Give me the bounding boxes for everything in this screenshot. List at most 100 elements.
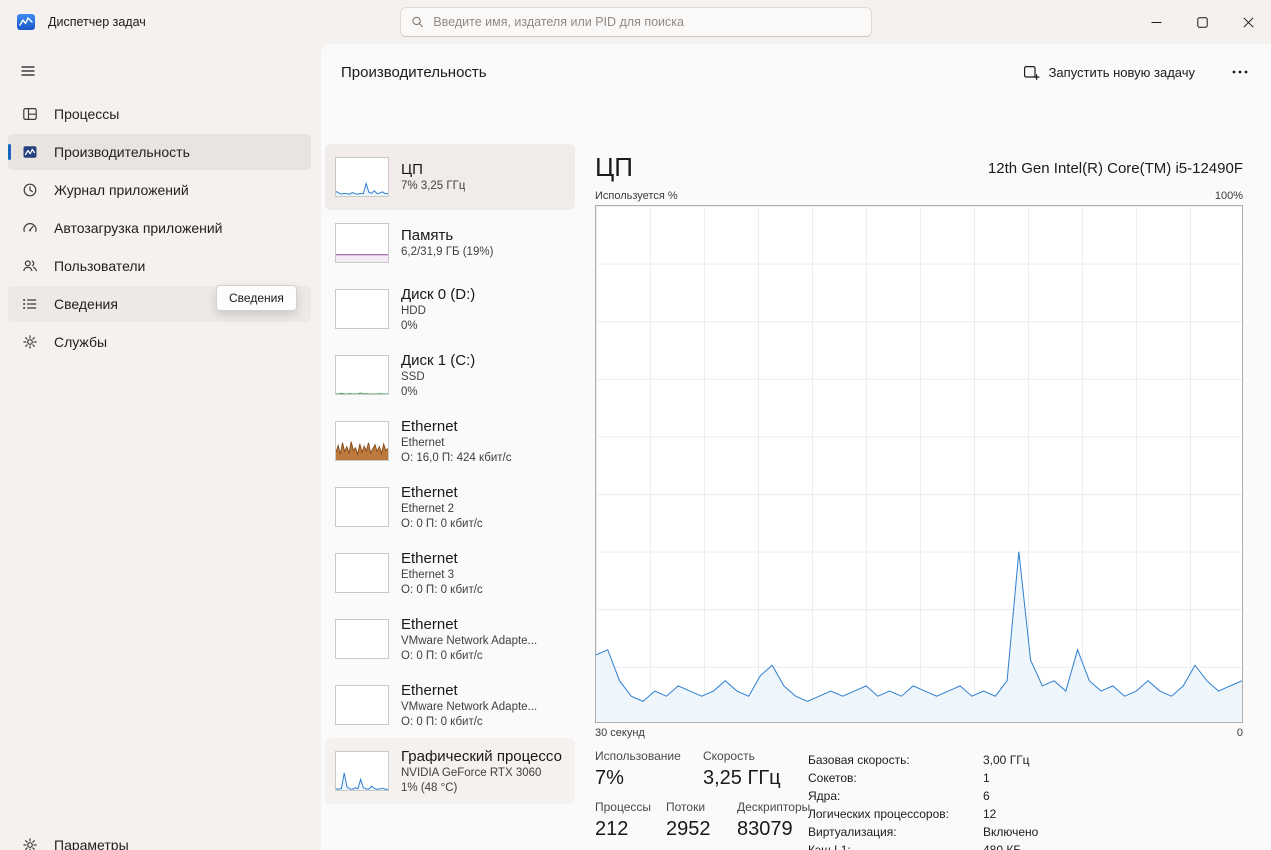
- spec-row: Кэш L1: 480 КБ: [808, 843, 1022, 850]
- detail-title: ЦП: [595, 152, 633, 182]
- search-icon: [412, 16, 423, 28]
- run-new-task-label: Запустить новую задачу: [1048, 64, 1195, 80]
- stat-speed: Скорость 3,25 ГГц: [703, 749, 781, 789]
- cpu-usage-chart: [595, 205, 1243, 723]
- perf-item-subtitle2: О: 16,0 П: 424 кбит/с: [401, 451, 512, 464]
- cpu-stats: Использование 7% Скорость 3,25 ГГц Проце…: [595, 749, 1243, 850]
- perf-item-subtitle2: О: 0 П: 0 кбит/с: [401, 583, 483, 596]
- perf-item-subtitle: VMware Network Adapte...: [401, 634, 538, 647]
- app-title: Диспетчер задач: [48, 15, 146, 29]
- users-icon: [23, 260, 37, 272]
- sidebar-item-label: Журнал приложений: [54, 182, 189, 198]
- perf-item-disk1[interactable]: Диск 1 (C:) SSD 0%: [325, 342, 575, 408]
- sidebar-item-settings[interactable]: Параметры: [8, 827, 311, 850]
- nav-menu-toggle-button[interactable]: [8, 53, 48, 89]
- sidebar-item-startup-apps[interactable]: Автозагрузка приложений: [8, 210, 311, 246]
- performance-list: ЦП 7% 3,25 ГГц Память 6,2/31,9 ГБ (19%): [325, 144, 575, 850]
- perf-item-subtitle2: 1% (48 °C): [401, 781, 458, 794]
- window-controls: [1133, 0, 1271, 44]
- more-options-button[interactable]: [1225, 57, 1255, 87]
- stat-threads: Потоки 2952: [666, 800, 711, 840]
- stat-handles: Дескрипторы 83079: [737, 800, 811, 840]
- perf-item-title: Память: [401, 227, 454, 244]
- titlebar: Диспетчер задач: [0, 0, 1271, 44]
- task-manager-app-icon: [17, 14, 35, 30]
- perf-item-subtitle: NVIDIA GeForce RTX 3060: [401, 766, 542, 779]
- spec-row: Базовая скорость: 3,00 ГГц: [808, 753, 1030, 767]
- hamburger-icon: [21, 66, 35, 76]
- perf-item-subtitle2: О: 0 П: 0 кбит/с: [401, 715, 483, 728]
- sidebar-item-label: Параметры: [54, 837, 129, 850]
- sidebar-item-label: Службы: [54, 334, 108, 350]
- perf-item-disk0[interactable]: Диск 0 (D:) HDD 0%: [325, 276, 575, 342]
- ethernet3-mini-chart: [335, 553, 389, 593]
- sidebar-item-label: Производительность: [54, 144, 190, 160]
- search-input[interactable]: [433, 15, 861, 29]
- sidebar-item-services[interactable]: Службы: [8, 324, 311, 360]
- startup-apps-icon: [23, 223, 37, 233]
- perf-item-vmware-2[interactable]: Ethernet VMware Network Adapte... О: 0 П…: [325, 672, 575, 738]
- perf-item-subtitle: Ethernet: [401, 436, 445, 449]
- close-icon: [1242, 16, 1254, 28]
- sidebar-item-processes[interactable]: Процессы: [8, 96, 311, 132]
- settings-gear-icon: [23, 838, 37, 850]
- chart-y-axis-label: Используется %: [595, 190, 678, 202]
- perf-item-gpu[interactable]: Графический процессо NVIDIA GeForce RTX …: [325, 738, 575, 804]
- perf-item-title: Графический процессо: [401, 747, 562, 765]
- minimize-icon: [1151, 21, 1161, 23]
- memory-mini-chart: [335, 223, 389, 263]
- main-header: Производительность Запустить новую задач…: [321, 44, 1271, 100]
- perf-item-subtitle: 6,2/31,9 ГБ (19%): [401, 246, 494, 258]
- disk1-mini-chart: [335, 355, 389, 395]
- perf-item-title: Ethernet: [401, 417, 458, 435]
- sidebar: Процессы Производительность Журнал прило…: [0, 44, 321, 850]
- perf-item-title: Ethernet: [401, 681, 458, 699]
- page-title: Производительность: [341, 63, 487, 81]
- sidebar-item-performance[interactable]: Производительность: [8, 134, 311, 170]
- chart-x-left-label: 30 секунд: [595, 727, 645, 739]
- stat-usage: Использование 7%: [595, 749, 681, 789]
- main-panel: Производительность Запустить новую задач…: [321, 44, 1271, 850]
- perf-item-cpu[interactable]: ЦП 7% 3,25 ГГц: [325, 144, 575, 210]
- stat-processes: Процессы 212: [595, 800, 652, 840]
- minimize-button[interactable]: [1133, 0, 1179, 44]
- run-new-task-button[interactable]: Запустить новую задачу: [1015, 58, 1203, 87]
- cpu-mini-chart: [335, 157, 389, 197]
- run-new-task-icon: [1023, 65, 1040, 80]
- perf-item-subtitle: Ethernet 2: [401, 502, 455, 515]
- perf-item-subtitle: Ethernet 3: [401, 568, 455, 581]
- services-icon: [23, 335, 37, 349]
- cpu-model-name: 12th Gen Intel(R) Core(TM) i5-12490F: [987, 160, 1243, 177]
- perf-item-title: Ethernet: [401, 549, 458, 567]
- maximize-icon: [1196, 16, 1208, 28]
- perf-item-title: Диск 1 (C:): [401, 351, 476, 369]
- spec-row: Виртуализация: Включено: [808, 825, 1039, 839]
- perf-item-title: Диск 0 (D:): [401, 285, 476, 303]
- app-history-icon: [23, 183, 37, 197]
- sidebar-item-users[interactable]: Пользователи: [8, 248, 311, 284]
- perf-item-subtitle2: 0%: [401, 385, 418, 398]
- perf-item-ethernet-3[interactable]: Ethernet Ethernet 3 О: 0 П: 0 кбит/с: [325, 540, 575, 606]
- cpu-detail-panel: ЦП 12th Gen Intel(R) Core(TM) i5-12490F …: [595, 144, 1243, 850]
- perf-item-subtitle2: О: 0 П: 0 кбит/с: [401, 517, 483, 530]
- perf-item-ethernet-1[interactable]: Ethernet Ethernet О: 16,0 П: 424 кбит/с: [325, 408, 575, 474]
- perf-item-title: ЦП: [401, 161, 423, 178]
- sidebar-item-label: Автозагрузка приложений: [54, 220, 223, 236]
- global-search[interactable]: [400, 7, 872, 37]
- maximize-button[interactable]: [1179, 0, 1225, 44]
- ethernet1-mini-chart: [335, 421, 389, 461]
- processes-icon: [23, 107, 37, 121]
- perf-item-vmware-1[interactable]: Ethernet VMware Network Adapte... О: 0 П…: [325, 606, 575, 672]
- spec-row: Логических процессоров: 12: [808, 807, 997, 821]
- ethernet2-mini-chart: [335, 487, 389, 527]
- close-button[interactable]: [1225, 0, 1271, 44]
- perf-item-memory[interactable]: Память 6,2/31,9 ГБ (19%): [325, 210, 575, 276]
- disk0-mini-chart: [335, 289, 389, 329]
- cpu-specs: Базовая скорость: 3,00 ГГц Сокетов: 1 Ядра…: [808, 751, 1038, 850]
- gpu-mini-chart: [335, 751, 389, 791]
- perf-item-ethernet-2[interactable]: Ethernet Ethernet 2 О: 0 П: 0 кбит/с: [325, 474, 575, 540]
- details-icon: [23, 299, 37, 309]
- chart-y-max-label: 100%: [1214, 190, 1243, 202]
- sidebar-item-app-history[interactable]: Журнал приложений: [8, 172, 311, 208]
